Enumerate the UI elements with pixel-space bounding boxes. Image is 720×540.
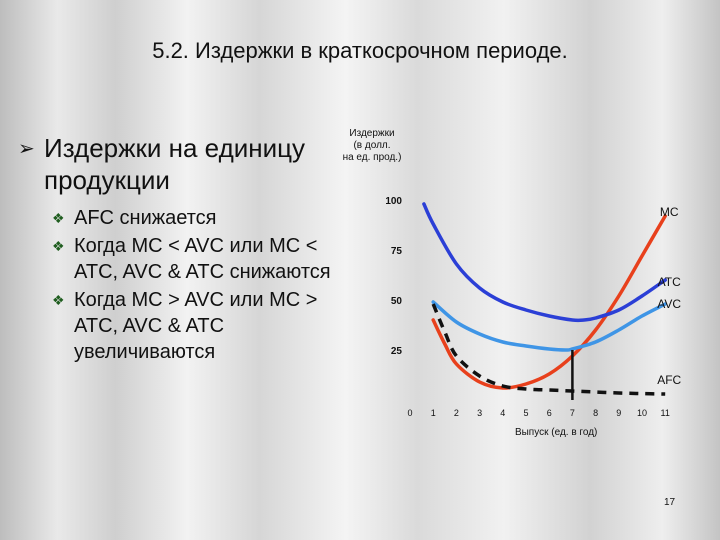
main-bullet: ➢ Издержки на единицу продукции [18, 132, 318, 196]
sub-bullet: ❖ AFC снижается [52, 205, 332, 231]
sub-bullet-text: Когда MC > AVC или MC > ATC, AVC & ATC у… [74, 289, 318, 363]
y-axis-title-line: Издержки [349, 128, 394, 139]
y-tick-label: 50 [391, 296, 403, 307]
series-label-mc: MC [660, 205, 679, 219]
series-line-avc [431, 300, 667, 352]
x-tick-label: 0 [407, 408, 412, 418]
x-tick-label: 1 [431, 408, 436, 418]
sub-bullet-text: Когда MC < AVC или MC < ATC, AVC & ATC с… [74, 235, 331, 283]
x-axis-title: Выпуск (ед. в год) [515, 427, 597, 438]
x-tick-label: 4 [500, 408, 505, 418]
x-tick-label: 2 [454, 408, 459, 418]
slide-title: 5.2. Издержки в краткосрочном периоде. [152, 38, 568, 63]
series-line-afc [431, 303, 666, 396]
page-number: 17 [664, 497, 676, 508]
cost-chart: Издержки (в долл. на ед. прод.) 25 50 75 100 0 1… [330, 120, 720, 440]
sub-bullet-list: ❖ AFC снижается ❖ Когда MC < AVC или MC … [52, 205, 332, 367]
x-tick-label: 11 [661, 408, 670, 418]
sub-bullet: ❖ Когда MC < AVC или MC < ATC, AVC & ATC… [52, 233, 332, 285]
series-label-atc: ATC [658, 275, 681, 289]
x-tick-label: 3 [477, 408, 482, 418]
x-tick-label: 5 [523, 408, 528, 418]
arrow-bullet-icon: ➢ [18, 138, 35, 160]
series-line-mc [431, 214, 667, 390]
x-tick-label: 8 [593, 408, 598, 418]
y-tick-label: 75 [391, 246, 403, 257]
x-tick-label: 10 [637, 408, 647, 418]
main-bullet-text: Издержки на единицу продукции [44, 133, 306, 195]
x-tick-label: 6 [547, 408, 552, 418]
sub-bullet: ❖ Когда MC > AVC или MC > ATC, AVC & ATC… [52, 287, 332, 365]
series-label-avc: AVC [657, 297, 681, 311]
y-axis-title-line: (в долл. [353, 140, 390, 151]
y-axis-title: Издержки (в долл. на ед. прод.) [343, 128, 402, 163]
y-axis-title-line: на ед. прод.) [343, 152, 402, 163]
diamond-bullet-icon: ❖ [52, 292, 65, 308]
x-tick-label: 7 [570, 408, 575, 418]
sub-bullet-text: AFC снижается [74, 207, 217, 229]
series-line-atc [422, 202, 667, 323]
y-tick-label: 100 [385, 196, 402, 207]
diamond-bullet-icon: ❖ [52, 210, 65, 226]
series-label-afc: AFC [657, 373, 681, 387]
y-tick-label: 25 [391, 346, 403, 357]
diamond-bullet-icon: ❖ [52, 238, 65, 254]
x-tick-label: 9 [616, 408, 621, 418]
